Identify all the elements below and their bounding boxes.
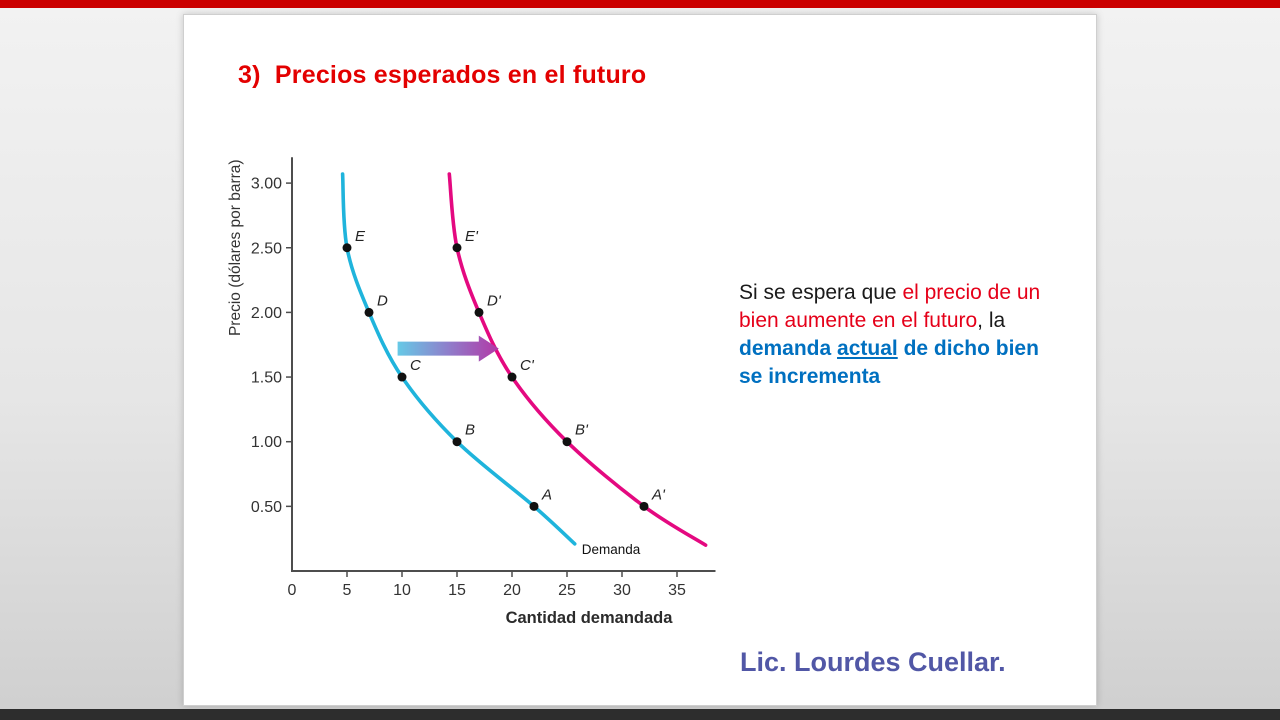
data-point-A (529, 501, 539, 511)
slide-title: 3) Precios esperados en el futuro (238, 61, 647, 89)
note-segment: se incrementa (739, 365, 881, 388)
x-tick-label: 10 (393, 582, 411, 599)
note-segment: de dicho bien (897, 337, 1039, 360)
x-tick-label: 0 (288, 582, 297, 599)
x-tick-label: 25 (558, 582, 576, 599)
x-axis-label: Cantidad demandada (506, 609, 674, 627)
x-tick-label: 20 (503, 582, 521, 599)
x-tick-label: 35 (668, 582, 686, 599)
data-point-D (364, 307, 374, 317)
point-label: A (541, 486, 552, 503)
data-point-E' (452, 243, 462, 253)
data-point-D' (474, 307, 484, 317)
data-point-C (397, 372, 407, 382)
point-label: D (377, 292, 388, 309)
curve-name-label: Demanda (582, 542, 641, 557)
y-tick-label: 3.00 (251, 176, 282, 193)
demand-chart-svg: 0.50 1.00 1.50 2.00 2.50 3.00 0 5 10 15 20 25 30 35 Ca… (227, 157, 716, 627)
note-segment: Si se espera que (739, 281, 903, 304)
data-point-B' (562, 437, 572, 447)
y-tick-label: 2.00 (251, 305, 282, 322)
point-label: D' (487, 292, 502, 309)
demand-chart: 0.50 1.00 1.50 2.00 2.50 3.00 0 5 10 15 20 25 30 35 Ca… (222, 133, 742, 633)
credit: Lic. Lourdes Cuellar. (740, 647, 1006, 677)
point-label: B (465, 422, 475, 439)
y-tick-label: 1.00 (251, 434, 282, 451)
data-point-A' (639, 501, 649, 511)
note-text: Si se espera que el precio de un bien aum… (739, 279, 1099, 391)
point-label: C (410, 357, 421, 374)
point-label: A' (651, 486, 666, 503)
x-tick-label: 15 (448, 582, 466, 599)
x-tick-label: 5 (343, 582, 352, 599)
point-label: C' (520, 357, 535, 374)
y-tick-label: 0.50 (251, 499, 282, 516)
note-segment: actual (837, 337, 898, 360)
demand-curve-original (340, 172, 577, 546)
bottom-dark-bar (0, 709, 1280, 720)
y-tick-label: 2.50 (251, 240, 282, 257)
shift-right-arrow (397, 335, 499, 362)
axes (291, 157, 716, 572)
note-segment: demanda (739, 337, 838, 360)
point-label: B' (575, 422, 589, 439)
x-tick-label: 30 (613, 582, 631, 599)
y-tick-label: 1.50 (251, 370, 282, 387)
data-point-B (452, 437, 462, 447)
note-segment: , la (977, 309, 1006, 332)
top-red-bar (0, 0, 1280, 8)
demand-curve-shifted (447, 172, 708, 547)
point-label: E (355, 228, 366, 245)
data-point-E (342, 243, 352, 253)
data-point-C' (507, 372, 517, 382)
point-label: E' (465, 228, 479, 245)
note-segment: el precio de un (902, 281, 1041, 304)
y-axis-label: Precio (dólares por barra) (227, 159, 244, 336)
note-segment: bien aumente en el futuro (739, 309, 978, 332)
slide: 3) Precios esperados en el futuro 0.50 1.… (183, 14, 1097, 706)
